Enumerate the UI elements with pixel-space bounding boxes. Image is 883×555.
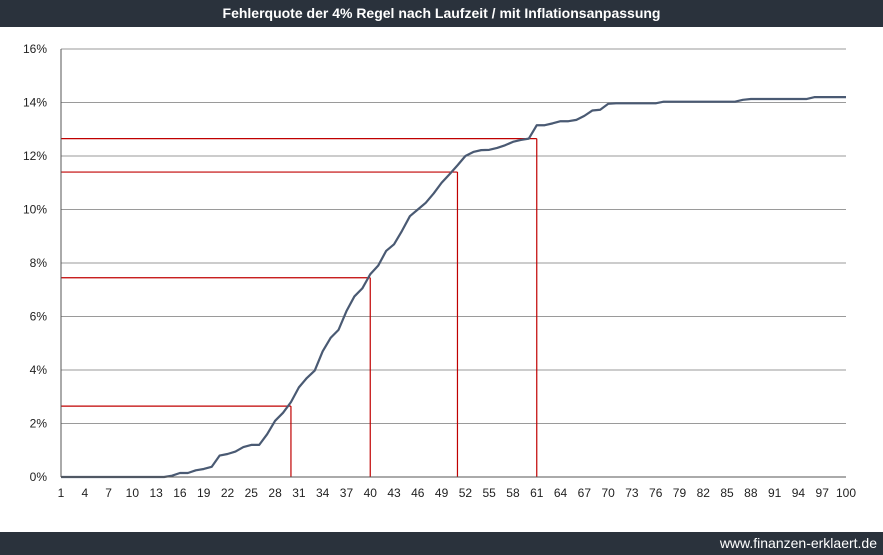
x-tick-label: 40: [364, 486, 378, 500]
source-link[interactable]: www.finanzen-erklaert.de: [719, 535, 877, 551]
series-line: [61, 96, 846, 479]
y-tick-label: 16%: [23, 42, 47, 56]
x-tick-label: 94: [792, 486, 806, 500]
x-tick-label: 49: [435, 486, 449, 500]
x-tick-label: 100: [836, 486, 856, 500]
x-tick-label: 19: [197, 486, 211, 500]
x-tick-label: 67: [578, 486, 592, 500]
x-tick-label: 1: [58, 486, 65, 500]
footer-bar: www.finanzen-erklaert.de: [0, 532, 883, 555]
x-tick-label: 13: [149, 486, 163, 500]
x-tick-label: 61: [530, 486, 544, 500]
x-tick-label: 46: [411, 486, 425, 500]
x-tick-label: 85: [720, 486, 734, 500]
x-tick-label: 91: [768, 486, 782, 500]
y-tick-label: 10%: [23, 203, 47, 217]
x-tick-label: 88: [744, 486, 758, 500]
series: [61, 96, 846, 479]
grid-lines: [61, 48, 846, 424]
x-tick-label: 25: [245, 486, 259, 500]
x-tick-label: 64: [554, 486, 568, 500]
chart-area: 0% 2% 4% 6% 8% 10% 12% 14% 16% 1 4 7 10 13 16 19 22 25 28 3…: [0, 27, 883, 532]
y-tick-label: 0%: [30, 470, 48, 484]
x-tick-label: 43: [387, 486, 401, 500]
y-tick-label: 8%: [30, 256, 48, 270]
y-tick-label: 2%: [30, 417, 48, 431]
x-tick-label: 7: [105, 486, 112, 500]
axes: 0% 2% 4% 6% 8% 10% 12% 14% 16% 1 4 7 10 13 16 19 22 25 28 3…: [23, 42, 856, 500]
x-tick-label: 31: [292, 486, 306, 500]
y-tick-label: 6%: [30, 310, 48, 324]
x-tick-label: 37: [340, 486, 354, 500]
x-tick-label: 34: [316, 486, 330, 500]
y-tick-label: 12%: [23, 149, 47, 163]
x-tick-label: 79: [673, 486, 687, 500]
reference-lines: [61, 138, 538, 477]
x-tick-label: 52: [459, 486, 473, 500]
x-tick-label: 73: [625, 486, 639, 500]
x-tick-label: 4: [81, 486, 88, 500]
x-tick-label: 28: [268, 486, 282, 500]
x-tick-label: 82: [697, 486, 711, 500]
x-tick-label: 55: [483, 486, 497, 500]
x-tick-label: 97: [816, 486, 830, 500]
x-tick-label: 22: [221, 486, 235, 500]
x-tick-label: 16: [173, 486, 187, 500]
chart-title: Fehlerquote der 4% Regel nach Laufzeit /…: [0, 0, 883, 27]
x-tick-label: 76: [649, 486, 663, 500]
x-tick-label: 58: [506, 486, 520, 500]
y-tick-label: 4%: [30, 363, 48, 377]
line-chart: 0% 2% 4% 6% 8% 10% 12% 14% 16% 1 4 7 10 13 16 19 22 25 28 3…: [23, 42, 856, 500]
y-tick-label: 14%: [23, 96, 47, 110]
x-tick-label: 70: [601, 486, 615, 500]
x-tick-label: 10: [126, 486, 140, 500]
